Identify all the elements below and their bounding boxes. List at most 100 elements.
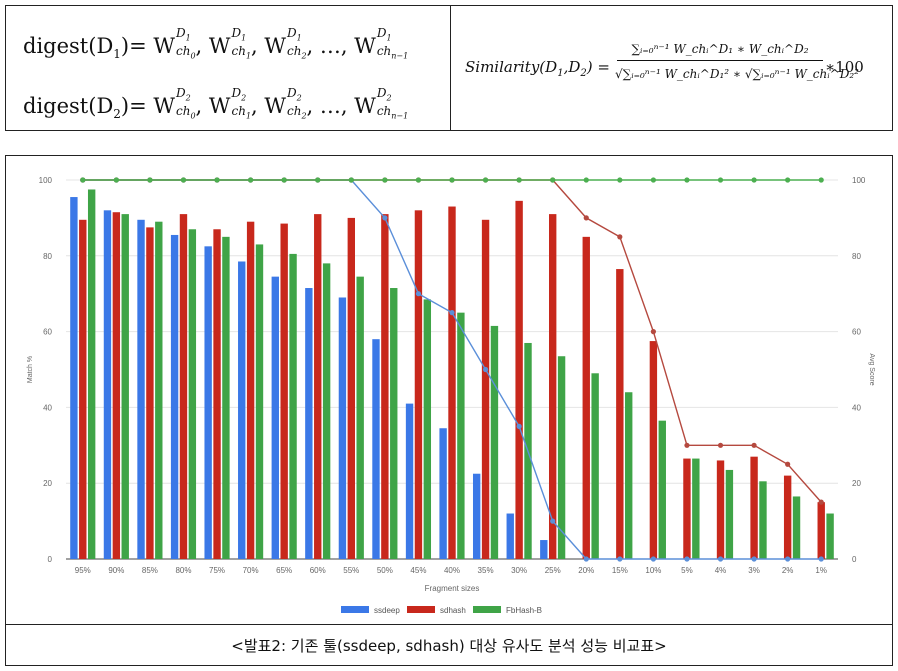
- y-tick-label: 20: [43, 479, 52, 488]
- caption: <발표2: 기존 툴(ssdeep, sdhash) 대상 유사도 분석 성능 …: [6, 624, 892, 665]
- x-tick-label: 95%: [75, 566, 91, 575]
- y-axis-label: Match %: [27, 356, 34, 383]
- y2-tick-label: 80: [852, 252, 861, 261]
- bar-fbhash-b: [725, 469, 734, 559]
- point-fbhash-b: [214, 177, 220, 183]
- bar-sdhash: [280, 223, 288, 559]
- legend-label: FbHash-B: [506, 606, 542, 615]
- bar-sdhash: [750, 456, 758, 559]
- point-fbhash-b: [617, 177, 623, 183]
- x-tick-label: 15%: [612, 566, 628, 575]
- bar-sdhash: [582, 236, 590, 559]
- caption-text: <발표2: 기존 툴(ssdeep, sdhash) 대상 유사도 분석 성능 …: [231, 636, 667, 655]
- point-fbhash-b: [449, 177, 455, 183]
- point-ssdeep: [650, 556, 656, 562]
- bar-ssdeep: [338, 297, 347, 559]
- point-ssdeep: [617, 556, 623, 562]
- bar-fbhash-b: [188, 229, 197, 559]
- bar-ssdeep: [238, 261, 246, 559]
- bar-fbhash-b: [155, 221, 163, 559]
- point-ssdeep: [516, 423, 522, 429]
- point-ssdeep: [785, 556, 791, 562]
- point-fbhash-b: [80, 177, 86, 183]
- point-sdhash: [684, 442, 690, 448]
- bar-sdhash: [716, 460, 725, 559]
- x-tick-label: 45%: [410, 566, 426, 575]
- bar-ssdeep: [137, 219, 145, 560]
- legend-swatch-sdhash: [407, 606, 435, 613]
- bar-ssdeep: [405, 403, 414, 559]
- bar-ssdeep: [540, 540, 548, 559]
- bar-sdhash: [414, 210, 423, 559]
- digest-formulas: digest(D1)= W D1 ch0, W D1 ch1, W D1 ch2, …, W…: [6, 6, 451, 130]
- x-tick-label: 30%: [511, 566, 527, 575]
- bar-ssdeep: [170, 234, 179, 559]
- x-tick-label: 5%: [681, 566, 693, 575]
- bar-fbhash-b: [658, 420, 666, 559]
- y2-tick-label: 20: [852, 479, 861, 488]
- x-tick-label: 3%: [748, 566, 760, 575]
- x-axis-label: Fragment sizes: [425, 584, 480, 593]
- bar-fbhash-b: [826, 513, 834, 559]
- x-tick-label: 50%: [377, 566, 393, 575]
- point-ssdeep: [717, 556, 724, 562]
- fraction-bar: [617, 60, 823, 61]
- point-fbhash-b: [315, 177, 321, 183]
- bar-sdhash: [549, 214, 557, 560]
- similarity-formula-cell: Similarity(D1,D2) = ∑ᵢ₌₀ⁿ⁻¹ W_chᵢ^D₁ ∗ W…: [451, 6, 892, 130]
- bar-fbhash-b: [625, 392, 633, 559]
- y-tick-label: 60: [43, 328, 52, 337]
- point-ssdeep: [684, 556, 690, 562]
- point-fbhash-b: [147, 177, 153, 183]
- bar-sdhash: [112, 212, 121, 559]
- bar-ssdeep: [439, 428, 447, 559]
- x-tick-label: 25%: [545, 566, 561, 575]
- bar-sdhash: [246, 221, 255, 559]
- bar-fbhash-b: [792, 496, 801, 559]
- x-tick-label: 65%: [276, 566, 292, 575]
- point-ssdeep: [550, 518, 556, 524]
- x-tick-label: 4%: [715, 566, 727, 575]
- x-tick-label: 1%: [815, 566, 827, 575]
- x-tick-label: 20%: [578, 566, 594, 575]
- bar-ssdeep: [204, 246, 212, 559]
- point-ssdeep: [818, 556, 824, 562]
- x-tick-label: 90%: [108, 566, 124, 575]
- point-fbhash-b: [382, 177, 388, 183]
- x-tick-label: 40%: [444, 566, 460, 575]
- chart-frame: 0 0 20 20 40 40 60 60 80 80 100 100 Match % Avg Score…: [5, 155, 893, 666]
- bar-fbhash-b: [289, 253, 297, 559]
- bar-sdhash: [146, 227, 154, 559]
- bar-sdhash: [515, 200, 523, 559]
- point-fbhash-b: [248, 177, 254, 183]
- y2-tick-label: 100: [852, 176, 866, 185]
- similarity-denominator: √∑ᵢ₌₀ⁿ⁻¹ W_chᵢ^D₁² ∗ √∑ᵢ₌₀ⁿ⁻¹ W_chᵢ^D₂²: [615, 67, 859, 81]
- point-fbhash-b: [113, 177, 119, 183]
- bar-ssdeep: [271, 276, 279, 559]
- point-ssdeep: [583, 556, 589, 562]
- formula-table: digest(D1)= W D1 ch0, W D1 ch1, W D1 ch2, …, W…: [5, 5, 893, 131]
- bar-sdhash: [347, 217, 355, 559]
- point-fbhash-b: [482, 177, 489, 183]
- point-ssdeep: [449, 310, 455, 316]
- point-fbhash-b: [717, 177, 724, 183]
- point-fbhash-b: [415, 177, 422, 183]
- bar-ssdeep: [506, 513, 514, 559]
- x-tick-label: 60%: [310, 566, 326, 575]
- bar-fbhash-b: [457, 312, 465, 559]
- point-sdhash: [785, 461, 791, 467]
- bar-sdhash: [683, 458, 691, 559]
- bar-fbhash-b: [557, 356, 566, 559]
- similarity-formula: Similarity(D1,D2) = ∑ᵢ₌₀ⁿ⁻¹ W_chᵢ^D₁ ∗ W…: [465, 36, 885, 106]
- bar-fbhash-b: [692, 458, 700, 559]
- bar-fbhash-b: [222, 236, 230, 559]
- point-fbhash-b: [550, 177, 556, 183]
- bar-ssdeep: [305, 288, 313, 559]
- similarity-multiplier: ∗100: [825, 58, 864, 76]
- digest-d2-formula: digest(D2)= W D2 ch0, W D2 ch1, W D2 ch2, …, W…: [23, 86, 409, 122]
- bar-ssdeep: [70, 197, 78, 559]
- x-tick-label: 70%: [243, 566, 259, 575]
- x-tick-label: 55%: [343, 566, 359, 575]
- y-tick-label: 40: [43, 403, 52, 412]
- point-ssdeep: [382, 215, 388, 221]
